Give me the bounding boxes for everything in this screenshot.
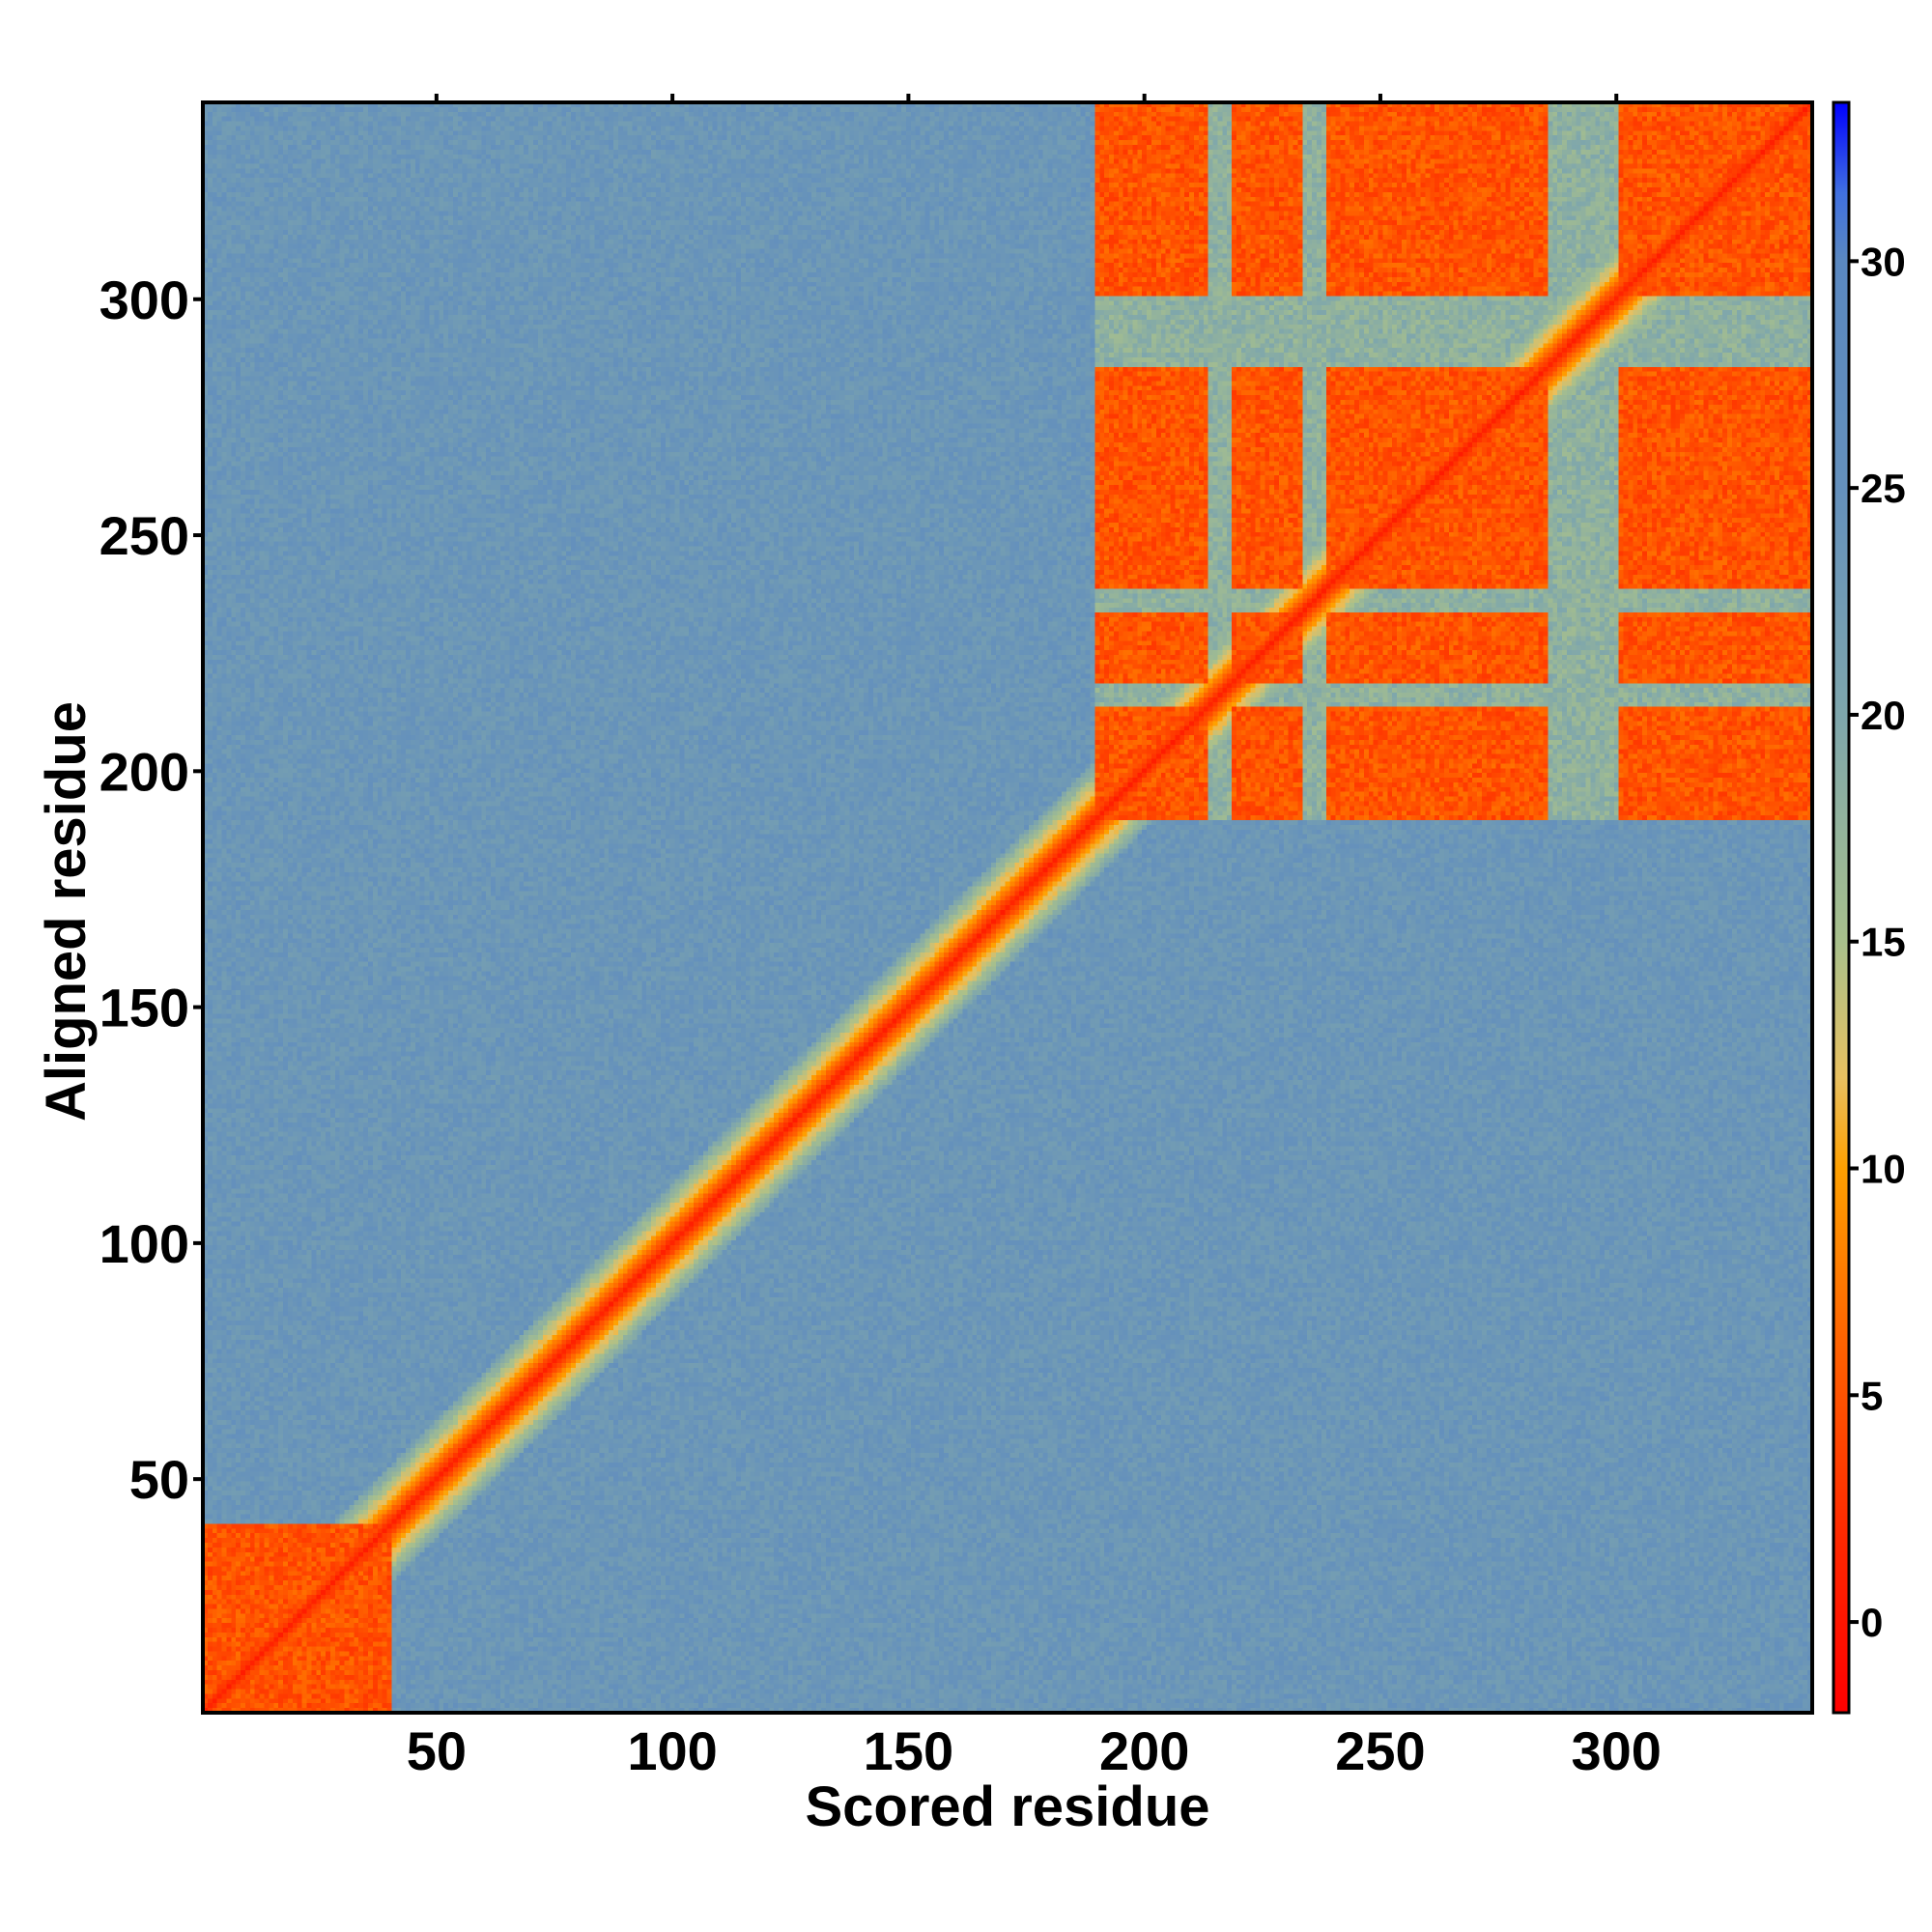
colorbar (1832, 100, 1851, 1715)
colorbar-tick-label: 5 (1861, 1373, 1883, 1418)
colorbar-tick-label: 25 (1861, 466, 1906, 511)
x-tick-label: 300 (1572, 1720, 1662, 1781)
colorbar-tick-label: 10 (1861, 1147, 1906, 1192)
y-tick-label: 200 (99, 741, 189, 802)
y-tick-label: 150 (99, 978, 189, 1038)
colorbar-tick-label: 30 (1861, 239, 1906, 284)
plot-frame (201, 100, 1814, 1715)
colorbar-tick-label: 20 (1861, 693, 1906, 738)
x-tick-label: 50 (407, 1720, 467, 1781)
y-tick-label: 50 (129, 1449, 189, 1510)
x-tick-label: 250 (1335, 1720, 1425, 1781)
x-tick-label: 150 (864, 1720, 953, 1781)
y-tick-label: 300 (99, 270, 189, 330)
x-axis: 50 100 150 200 250 300 (407, 94, 1662, 1781)
colorbar-tick-label: 0 (1861, 1600, 1883, 1645)
x-tick-label: 100 (627, 1720, 717, 1781)
x-tick-label: 200 (1099, 1720, 1189, 1781)
x-axis-title: Scored residue (805, 1776, 1209, 1838)
colorbar-axis: 0 5 10 15 20 25 30 (1849, 239, 1906, 1645)
y-tick-label: 250 (99, 505, 189, 566)
y-axis-title: Aligned residue (35, 701, 98, 1122)
heatmap-image (203, 102, 1812, 1713)
y-tick-label: 100 (99, 1213, 189, 1274)
colorbar-tick-label: 15 (1861, 920, 1906, 965)
heatmap-cells (203, 102, 1812, 1713)
y-axis: 50 100 150 200 250 300 (99, 270, 203, 1510)
